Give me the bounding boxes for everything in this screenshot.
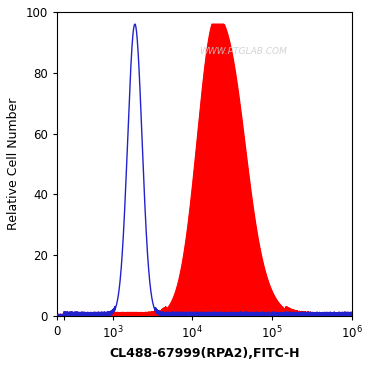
Y-axis label: Relative Cell Number: Relative Cell Number <box>7 98 20 230</box>
Text: WWW.PTGLAB.COM: WWW.PTGLAB.COM <box>199 47 287 56</box>
X-axis label: CL488-67999(RPA2),FITC-H: CL488-67999(RPA2),FITC-H <box>109 347 300 360</box>
